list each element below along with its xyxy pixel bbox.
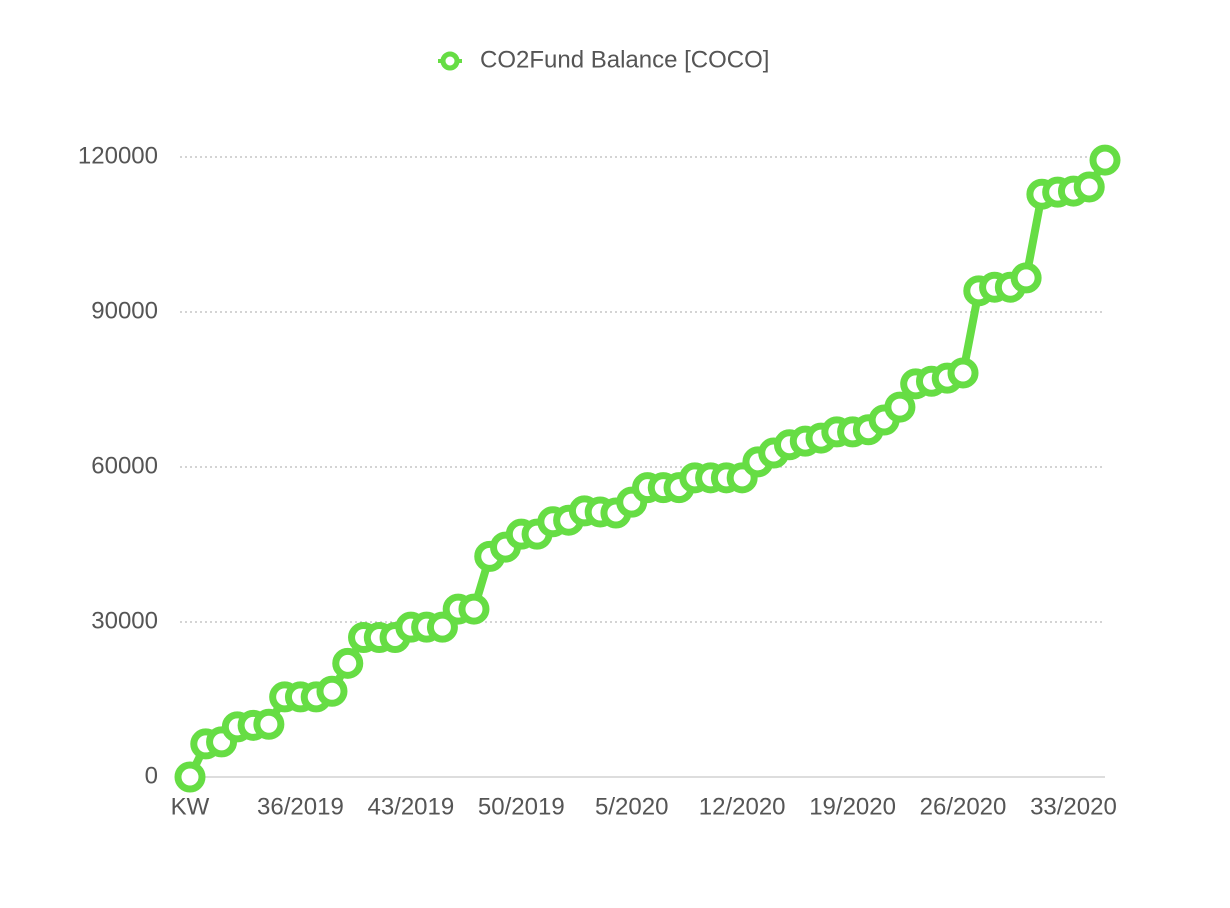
x-tick-label: 19/2020 [809,793,896,820]
x-tick-label: 33/2020 [1030,793,1117,820]
data-point [947,357,979,389]
y-tick-label: 0 [145,762,158,789]
x-tick-label: 50/2019 [478,793,565,820]
y-tick-label: 120000 [78,142,158,169]
data-point [426,611,458,643]
data-point [253,708,285,740]
y-tick-label: 30000 [91,607,158,634]
data-point [1010,262,1042,294]
data-point [316,675,348,707]
x-tick-label: 12/2020 [699,793,786,820]
x-tick-label: 43/2019 [367,793,454,820]
data-point [1089,144,1121,176]
data-point [884,391,916,423]
data-point [174,761,206,793]
y-tick-label: 90000 [91,297,158,324]
data-point [458,593,490,625]
x-tick-label: 5/2020 [595,793,668,820]
legend-marker [440,51,460,71]
x-tick-label: 26/2020 [920,793,1007,820]
data-point [1073,171,1105,203]
x-tick-label: 36/2019 [257,793,344,820]
y-tick-label: 60000 [91,452,158,479]
data-point [332,647,364,679]
x-tick-label: KW [171,793,210,820]
legend-label: CO2Fund Balance [COCO] [480,46,769,73]
